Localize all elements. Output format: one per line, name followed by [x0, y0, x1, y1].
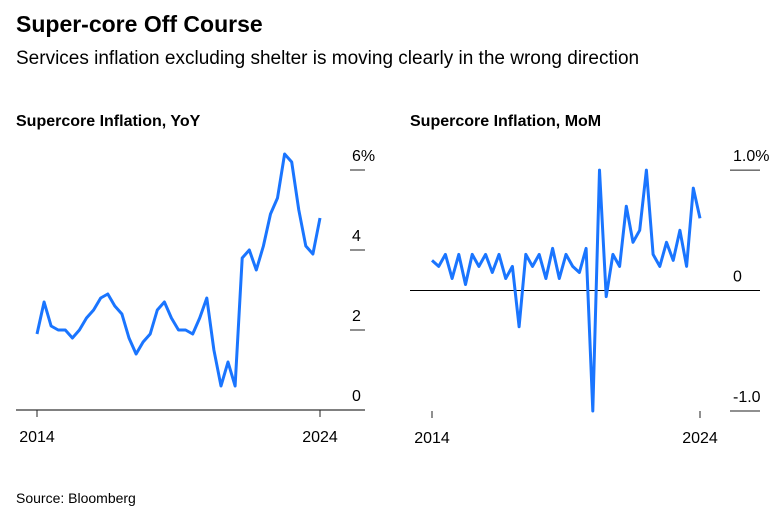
page-subtitle: Services inflation excluding shelter is … [16, 48, 639, 69]
page-title: Super-core Off Course [16, 11, 263, 37]
chart-title: Supercore Inflation, MoM [410, 113, 601, 130]
x-tick-label: 2014 [19, 429, 55, 446]
x-tick-label: 2024 [682, 430, 718, 447]
y-tick-label: -1.0 [733, 389, 761, 406]
y-tick-label: 2 [352, 308, 361, 325]
x-tick-label: 2024 [302, 429, 338, 446]
chart-title: Supercore Inflation, YoY [16, 113, 201, 130]
y-tick-label: 1.0% [733, 148, 769, 165]
y-tick-label: 4 [352, 228, 361, 245]
data-line [430, 168, 702, 413]
y-tick-label: 6% [352, 148, 375, 165]
source: Source: Bloomberg [16, 490, 136, 506]
y-tick-label: 0 [352, 388, 361, 405]
x-tick-label: 2014 [414, 430, 450, 447]
y-tick-label: 0 [733, 269, 742, 286]
data-line [35, 152, 322, 388]
